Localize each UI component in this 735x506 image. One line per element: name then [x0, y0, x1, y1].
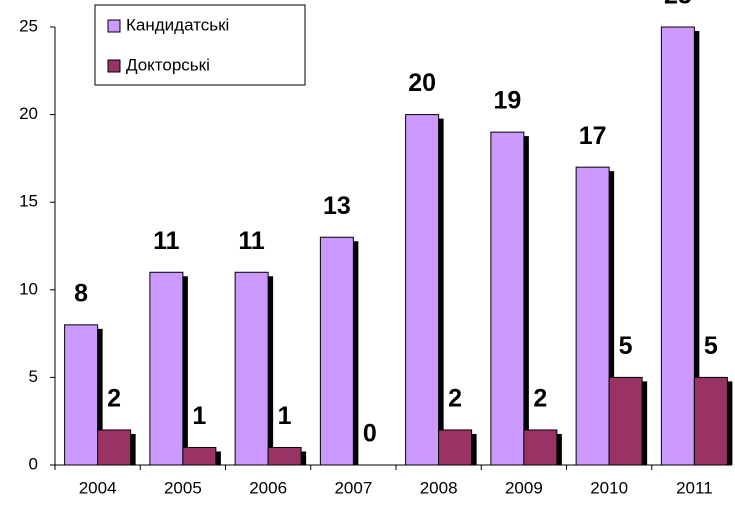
value-label: 1	[278, 402, 292, 430]
x-tick-label: 2006	[249, 478, 287, 497]
bar	[405, 114, 440, 466]
x-tick-label: 2004	[79, 478, 117, 497]
value-label: 5	[619, 332, 633, 360]
value-label: 13	[323, 192, 351, 220]
bar	[608, 376, 643, 466]
bar	[523, 429, 558, 466]
value-label: 0	[363, 420, 377, 448]
legend-label: Кандидатські	[126, 15, 229, 34]
y-tick-label: 5	[29, 367, 38, 386]
value-label: 8	[74, 279, 88, 307]
bar	[575, 166, 610, 466]
value-label: 2	[533, 385, 547, 413]
value-label: 2	[107, 385, 121, 413]
value-label: 5	[704, 332, 718, 360]
legend-label: Докторські	[126, 55, 210, 74]
bar	[97, 429, 132, 466]
bar	[438, 429, 473, 466]
bar	[182, 446, 217, 466]
x-tick-label: 2007	[334, 478, 372, 497]
bar	[234, 271, 269, 466]
y-tick-label: 25	[19, 16, 38, 35]
legend-swatch	[107, 19, 121, 33]
x-tick-label: 2010	[590, 478, 628, 497]
y-tick-label: 20	[19, 104, 38, 123]
x-tick-label: 2009	[505, 478, 543, 497]
bar	[149, 271, 184, 466]
bar	[319, 236, 354, 466]
bar	[693, 376, 728, 466]
bar	[490, 131, 525, 466]
bar	[660, 26, 695, 466]
y-tick-label: 10	[19, 279, 38, 298]
y-tick-label: 0	[29, 454, 38, 473]
value-label: 1	[192, 402, 206, 430]
value-label: 11	[238, 227, 265, 255]
y-tick-label: 15	[19, 192, 38, 211]
value-label: 25	[664, 0, 692, 10]
legend-box	[94, 4, 306, 86]
value-label: 17	[579, 122, 607, 150]
x-tick-label: 2008	[420, 478, 458, 497]
value-label: 11	[153, 227, 180, 255]
bar	[267, 446, 302, 466]
legend-swatch	[107, 59, 121, 73]
value-label: 19	[493, 87, 521, 115]
x-tick-label: 2011	[676, 478, 713, 497]
value-label: 20	[408, 69, 436, 97]
bar	[64, 324, 99, 466]
value-label: 2	[448, 385, 462, 413]
x-tick-label: 2005	[164, 478, 202, 497]
